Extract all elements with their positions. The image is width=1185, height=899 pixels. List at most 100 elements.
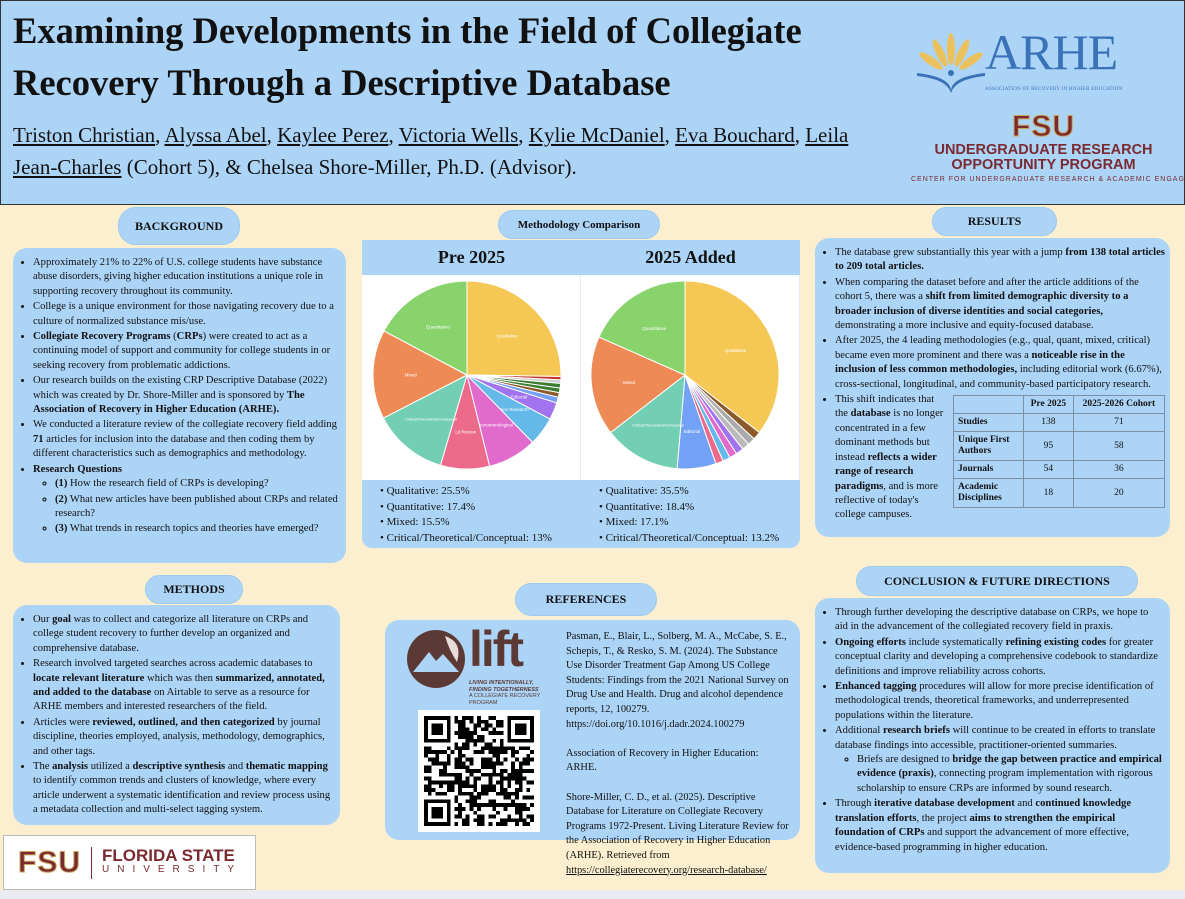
author-name: Triston Christian bbox=[13, 123, 156, 147]
slice-label: Quantitative bbox=[642, 326, 667, 331]
bullet-item: (1) How the research field of CRPs is de… bbox=[55, 477, 338, 491]
text: How the research field of CRPs is develo… bbox=[67, 478, 269, 490]
slice-label: Action Research bbox=[496, 407, 530, 412]
text: Articles were bbox=[33, 716, 93, 728]
fsu-university: UNIVERSITY bbox=[102, 863, 243, 875]
legend-item: Qualitative: 35.5% bbox=[599, 484, 800, 500]
bullet-item: (3) What trends in research topics and t… bbox=[55, 522, 338, 536]
text: which was then bbox=[144, 672, 216, 684]
bullet-item: College is a unique environment for thos… bbox=[33, 300, 338, 329]
references-heading: REFERENCES bbox=[515, 583, 657, 616]
text: This shift indicates that the bbox=[835, 394, 935, 420]
bottom-strip bbox=[0, 890, 1185, 899]
bullet-item: Articles were reviewed, outlined, and th… bbox=[33, 716, 332, 759]
pie-slice-critical-theoretical-conceptual bbox=[382, 374, 468, 466]
text: College is a unique environment for thos… bbox=[33, 301, 334, 327]
divider bbox=[91, 846, 92, 879]
bullet-item: When comparing the dataset before and af… bbox=[835, 276, 1165, 334]
bold-text: Enhanced tagging bbox=[835, 681, 917, 693]
fsu-wordmark: FSU bbox=[1012, 110, 1075, 143]
bullet-item: (2) What new articles have been publishe… bbox=[55, 493, 338, 522]
bold-text: noticeable rise in the inclusion of less… bbox=[835, 349, 1125, 376]
text: will continue to be created in efforts t… bbox=[835, 725, 1156, 751]
text: Through further developing the descripti… bbox=[835, 607, 1149, 633]
book-rays-icon bbox=[917, 33, 985, 93]
research-database-link[interactable]: https://collegiaterecovery.org/research-… bbox=[566, 864, 767, 876]
bullet-item: Research involved targeted searches acro… bbox=[33, 657, 332, 715]
table-cell: 71 bbox=[1072, 413, 1166, 433]
table-row: Unique First Authors 95 58 bbox=[953, 431, 1166, 462]
mountain-leaf-icon bbox=[407, 630, 465, 688]
poster-header: Examining Developments in the Field of C… bbox=[0, 0, 1185, 205]
reference-list: Pasman, E., Blair, L., Solberg, M. A., M… bbox=[566, 630, 791, 878]
poster-title: Examining Developments in the Field of C… bbox=[13, 10, 802, 103]
added-2025-column: 2025 Added Qualitative Editorial Critical/… bbox=[581, 240, 800, 548]
text: demonstrating a more inclusive and equit… bbox=[835, 320, 1094, 332]
text: and bbox=[225, 761, 246, 773]
table-cell: 18 bbox=[1023, 478, 1074, 509]
table-header bbox=[953, 395, 1024, 415]
qr-code-icon bbox=[424, 716, 534, 826]
text: What new articles have been published ab… bbox=[55, 493, 338, 519]
bold-text: research briefs bbox=[882, 725, 950, 737]
fsu-footer-logo: FSU FLORIDA STATE UNIVERSITY bbox=[3, 835, 256, 890]
text: articles for inclusion into the database… bbox=[33, 433, 315, 460]
bold-text: shift from limited demographic diversity… bbox=[835, 291, 1129, 317]
qr-code[interactable] bbox=[418, 710, 540, 832]
urop-logo: FSU UNDERGRADUATE RESEARCH OPPORTUNITY P… bbox=[911, 110, 1185, 183]
bullet-item: Our research builds on the existing CRP … bbox=[33, 374, 338, 417]
bold-text: descriptive synthesis bbox=[132, 761, 226, 773]
legend-item: Mixed: 15.5% bbox=[380, 515, 581, 531]
legend-item: Critical/Theoretical/Conceptual: 13% bbox=[380, 531, 581, 547]
author-list: Triston Christian, Alyssa Abel, Kaylee P… bbox=[13, 123, 849, 179]
pie-slice-qualitative bbox=[466, 280, 562, 377]
added-2025-legend: Qualitative: 35.5% Quantitative: 18.4% M… bbox=[581, 480, 800, 546]
bullet-item: Additional research briefs will continue… bbox=[835, 724, 1162, 796]
methods-heading: METHODS bbox=[145, 575, 243, 604]
text: ( bbox=[170, 331, 177, 343]
text: was to collect and categorize all litera… bbox=[33, 614, 309, 654]
arhe-logo: ARHE ASSOCIATION OF RECOVERY IN HIGHER E… bbox=[913, 24, 1173, 99]
text: Additional bbox=[835, 725, 883, 737]
slice-label: Mixed bbox=[405, 373, 418, 378]
table-cell: Journals bbox=[953, 460, 1024, 480]
bold-text: reflects a wider range of research parad… bbox=[835, 451, 937, 492]
legend-item: Mixed: 17.1% bbox=[599, 515, 800, 531]
lift-tag3: A COLLEGIATE RECOVERY PROGRAM bbox=[469, 693, 541, 706]
slice-label: Critical/Theoretical/Conceptual bbox=[632, 424, 684, 428]
table-header: 2025-2026 Cohort bbox=[1072, 395, 1166, 415]
text: to identify common trends and clusters o… bbox=[33, 775, 331, 816]
text: procedures will allow for more precise i… bbox=[835, 681, 1154, 721]
text: Our research builds on the existing CRP … bbox=[33, 375, 328, 401]
table-cell: 95 bbox=[1023, 431, 1074, 462]
text: When comparing the dataset before and af… bbox=[835, 276, 1139, 303]
table-cell: Studies bbox=[953, 413, 1024, 433]
methodology-heading: Methodology Comparison bbox=[498, 210, 660, 239]
bullet-item: Our goal was to collect and categorize a… bbox=[33, 613, 332, 656]
pie-slice-critical-theoretical-conceptual bbox=[609, 373, 686, 470]
background-list: Approximately 21% to 22% of U.S. college… bbox=[19, 256, 338, 537]
text: is no longer concentrated in a few domin… bbox=[835, 408, 944, 463]
bold-text: (1) bbox=[55, 478, 68, 490]
methods-list: Our goal was to collect and categorize a… bbox=[19, 613, 332, 818]
pre-2025-column: Pre 2025 Qualitative Editorial Action Rese… bbox=[362, 240, 581, 548]
text: and support the advancement of more effe… bbox=[835, 827, 1130, 853]
bullet-item: Ongoing efforts include systematically r… bbox=[835, 636, 1162, 679]
text: utilized a bbox=[88, 761, 133, 773]
urop-line3: CENTER FOR UNDERGRADUATE RESEARCH & ACAD… bbox=[911, 176, 1185, 183]
author-name: Kylie McDaniel bbox=[528, 123, 665, 147]
slice-label: Phenomenological bbox=[476, 422, 513, 427]
text: and bbox=[1014, 798, 1036, 810]
bullet-item: After 2025, the 4 leading methodologies … bbox=[835, 334, 1165, 392]
text: Through bbox=[835, 798, 875, 810]
reference-3-text: Shore-Miller, C. D., et al. (2025). Desc… bbox=[566, 791, 789, 861]
bold-text: 71 bbox=[33, 433, 44, 445]
bold-text: summarized, annotated, and added to the … bbox=[33, 672, 325, 699]
results-panel: The database grew substantially this yea… bbox=[815, 238, 1170, 537]
bold-text: (2) bbox=[55, 493, 68, 505]
text: , the project bbox=[916, 812, 970, 824]
author-name: Victoria Wells bbox=[398, 123, 519, 147]
lift-tag1: LIVING INTENTIONALLY, bbox=[469, 680, 534, 686]
slice-label: Editorial bbox=[684, 429, 700, 434]
bullet-item: Approximately 21% to 22% of U.S. college… bbox=[33, 256, 338, 299]
